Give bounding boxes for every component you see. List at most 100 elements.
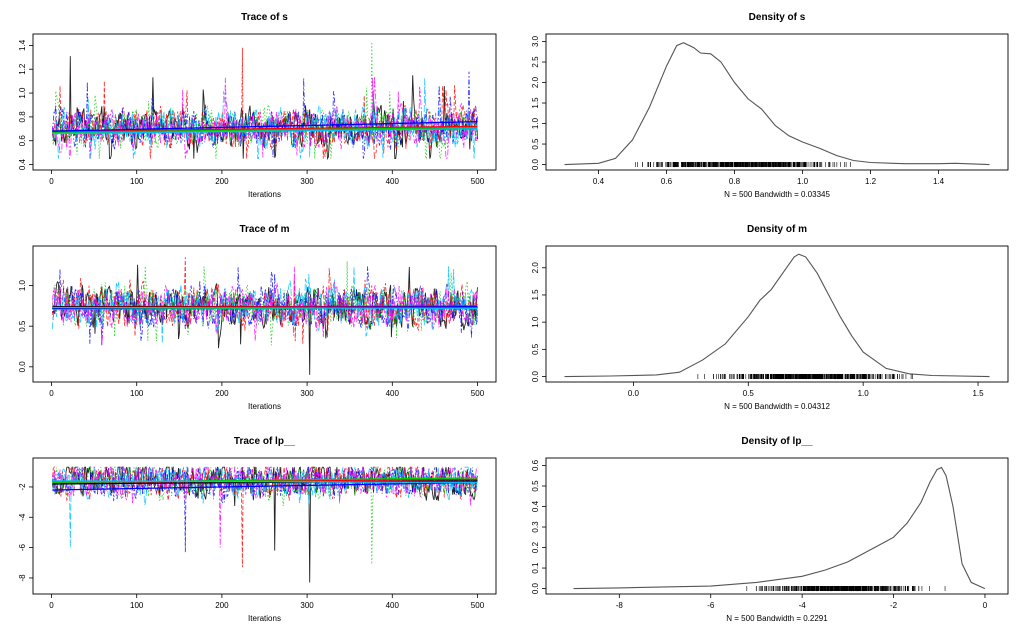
chain-4-trace (52, 71, 478, 159)
x-tick-label: 400 (386, 177, 400, 186)
chain-4-trace (52, 465, 478, 553)
y-tick-label: 0.5 (531, 480, 540, 492)
chain-6-trace (52, 76, 478, 160)
x-tick-label: -8 (616, 601, 624, 610)
y-tick-label: 1.0 (531, 117, 540, 129)
plot-area (564, 42, 990, 168)
x-axis-label: Iterations (248, 402, 281, 411)
panel-trace-s: Trace of s 0 100 200 300 400 500 0.4 0.6 0.8 1.0 1.… (18, 12, 497, 199)
y-tick-label: 0.5 (531, 138, 540, 150)
chain-3-mean-line (52, 126, 478, 134)
panel-density-s: Density of s 0.4 0.6 0.8 1.0 1.2 1.4 0.0 0.5 1.0 1… (531, 12, 1009, 199)
plot-area (51, 257, 478, 375)
x-axis-label: Iterations (248, 190, 281, 199)
y-tick-label: -8 (18, 574, 27, 582)
y-tick-label: -4 (18, 513, 27, 521)
y-tick-label: 1.0 (18, 87, 27, 99)
y-tick-label: 0.3 (531, 521, 540, 533)
x-tick-label: 0 (983, 601, 988, 610)
x-tick-label: -2 (890, 601, 898, 610)
x-tick-label: 400 (386, 389, 400, 398)
plot-frame (32, 245, 497, 383)
x-tick-label: -6 (707, 601, 715, 610)
chain-6-trace (52, 465, 478, 548)
x-tick-label: 200 (215, 601, 229, 610)
y-tick-label: 0.0 (531, 582, 540, 594)
chain-3-trace (52, 465, 478, 565)
chart-title: Density of lp__ (741, 436, 813, 447)
x-tick-label: 1.5 (972, 389, 984, 398)
y-tick-label: 0.1 (531, 562, 540, 574)
y-tick-label: -2 (18, 483, 27, 491)
chart-title: Density of s (749, 12, 806, 23)
y-tick-label: 1.0 (531, 316, 540, 328)
density-curve (564, 253, 990, 378)
density-curve (573, 466, 986, 590)
chain-2-mean-line (52, 125, 478, 132)
x-tick-label: 0.6 (661, 177, 673, 186)
x-tick-label: 300 (300, 177, 314, 186)
x-axis-label: Iterations (248, 614, 281, 623)
x-tick-label: 200 (215, 177, 229, 186)
x-tick-label: 100 (130, 177, 144, 186)
plot-area (564, 253, 990, 380)
y-tick-label: 0.2 (531, 541, 540, 553)
panel-density-lp: Density of lp__ -8 -6 -4 -2 0 0.0 0.1 0.2 0.3 0.4 0… (531, 436, 1009, 623)
y-tick-label: 0.4 (18, 158, 27, 170)
y-tick-label: 3.0 (531, 35, 540, 47)
y-tick-label: 1.2 (18, 63, 27, 75)
x-tick-label: 0.0 (628, 389, 640, 398)
x-tick-label: 400 (386, 601, 400, 610)
x-tick-label: 1.0 (858, 389, 870, 398)
x-tick-label: 500 (471, 601, 485, 610)
chain-5-mean-line (52, 306, 478, 309)
chain-5-mean-line (52, 480, 478, 484)
x-tick-label: 300 (300, 601, 314, 610)
y-tick-label: 1.0 (18, 279, 27, 291)
y-tick-label: 0.5 (531, 343, 540, 355)
chain-1-trace (51, 56, 478, 161)
y-tick-label: 0.0 (531, 370, 540, 382)
chain-5-mean-line (52, 128, 478, 135)
x-tick-label: 1.0 (797, 177, 809, 186)
y-tick-label: 2.0 (531, 262, 540, 274)
x-tick-label: 100 (130, 601, 144, 610)
plot-frame (32, 33, 497, 171)
chart-title: Trace of s (241, 12, 288, 23)
plot-area (573, 466, 986, 592)
x-tick-label: 500 (471, 177, 485, 186)
y-tick-label: 1.5 (531, 289, 540, 301)
plot-area (51, 41, 478, 161)
chain-1-mean-line (52, 480, 478, 485)
plot-frame (545, 457, 1009, 595)
y-tick-label: 0.0 (18, 361, 27, 373)
chain-5-trace (52, 466, 478, 548)
chain-4-mean-line (52, 121, 478, 132)
plot-area (51, 465, 478, 583)
chart-title: Trace of lp__ (234, 436, 296, 447)
y-tick-label: 0.4 (531, 500, 540, 512)
x-tick-label: 500 (471, 389, 485, 398)
chart-title: Density of m (747, 224, 807, 235)
x-tick-label: 200 (215, 389, 229, 398)
x-tick-label: 0.8 (729, 177, 741, 186)
x-tick-label: 0 (49, 389, 54, 398)
x-tick-label: 0.5 (743, 389, 755, 398)
x-axis-label: N = 500 Bandwidth = 0.04312 (724, 402, 830, 411)
y-tick-label: 0.0 (531, 158, 540, 170)
panel-trace-m: Trace of m 0 100 200 300 400 500 0.0 0.5 1.0 Itera… (18, 224, 497, 411)
y-tick-label: 2.5 (531, 56, 540, 68)
chart-title: Trace of m (239, 224, 289, 235)
x-axis-label: N = 500 Bandwidth = 0.03345 (724, 190, 830, 199)
y-tick-label: 0.8 (18, 111, 27, 123)
y-tick-label: 1.5 (531, 97, 540, 109)
density-curve (564, 42, 990, 166)
y-tick-label: 0.6 (18, 135, 27, 147)
x-tick-label: 0 (49, 601, 54, 610)
x-tick-label: 300 (300, 389, 314, 398)
x-tick-label: 1.4 (933, 177, 945, 186)
y-tick-label: -6 (18, 544, 27, 552)
y-tick-label: 1.4 (18, 39, 27, 51)
chain-4-mean-line (52, 481, 478, 491)
x-tick-label: 100 (130, 389, 144, 398)
